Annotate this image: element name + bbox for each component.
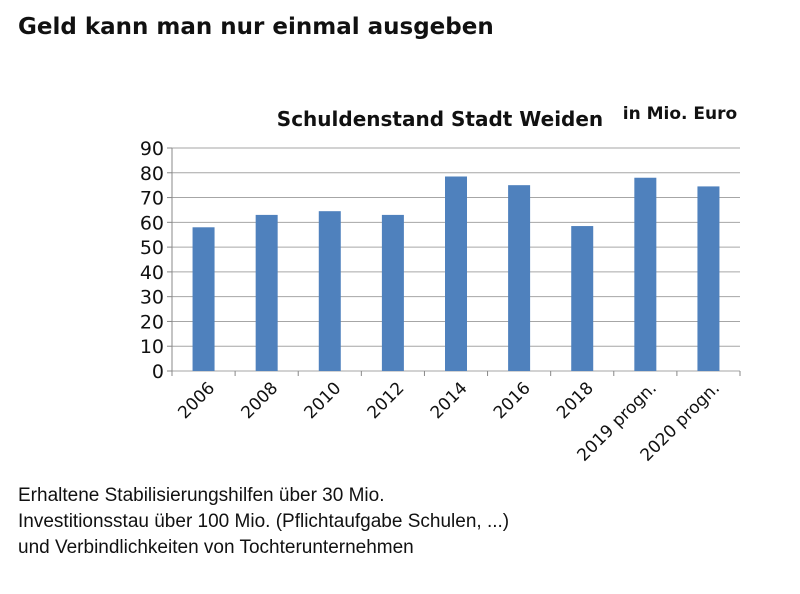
y-tick-label: 20 [140,311,164,333]
note-line: Erhaltene Stabilisierungshilfen über 30 … [18,485,385,506]
x-tick-label: 2010 [301,378,346,423]
x-tick-label: 2008 [237,378,282,423]
x-tick-label: 2016 [490,378,535,423]
y-tick-label: 40 [140,262,164,284]
slide-title: Geld kann man nur einmal ausgeben [18,14,494,40]
y-tick-label: 0 [152,361,164,383]
bar [255,214,278,371]
chart-unit-label: in Mio. Euro [623,104,737,124]
bar [571,226,594,371]
bar [634,177,657,371]
bar-chart: Schuldenstand Stadt Weiden in Mio. Euro … [140,104,741,466]
bar [192,227,215,371]
x-tick-label: 2018 [553,378,598,423]
bar [697,186,720,371]
note-line: und Verbindlichkeiten von Tochterunterne… [18,537,414,558]
x-tick-label: 2014 [427,378,472,423]
chart-title: Schuldenstand Stadt Weiden [277,107,603,131]
x-tick-label: 2012 [364,378,409,423]
bar [445,176,467,371]
y-tick-label: 90 [140,138,164,160]
y-tick-label: 80 [140,163,164,185]
x-tick-label: 2006 [174,378,219,423]
y-tick-label: 50 [140,237,164,259]
bar [508,185,531,371]
bar [381,214,404,371]
note-line: Investitionsstau über 100 Mio. (Pflichta… [18,511,510,532]
y-tick-label: 10 [140,336,164,358]
y-tick-label: 60 [140,212,164,234]
notes: Erhaltene Stabilisierungshilfen über 30 … [18,483,509,561]
bar [318,211,341,371]
y-tick-label: 30 [140,287,164,309]
y-tick-label: 70 [140,188,164,210]
